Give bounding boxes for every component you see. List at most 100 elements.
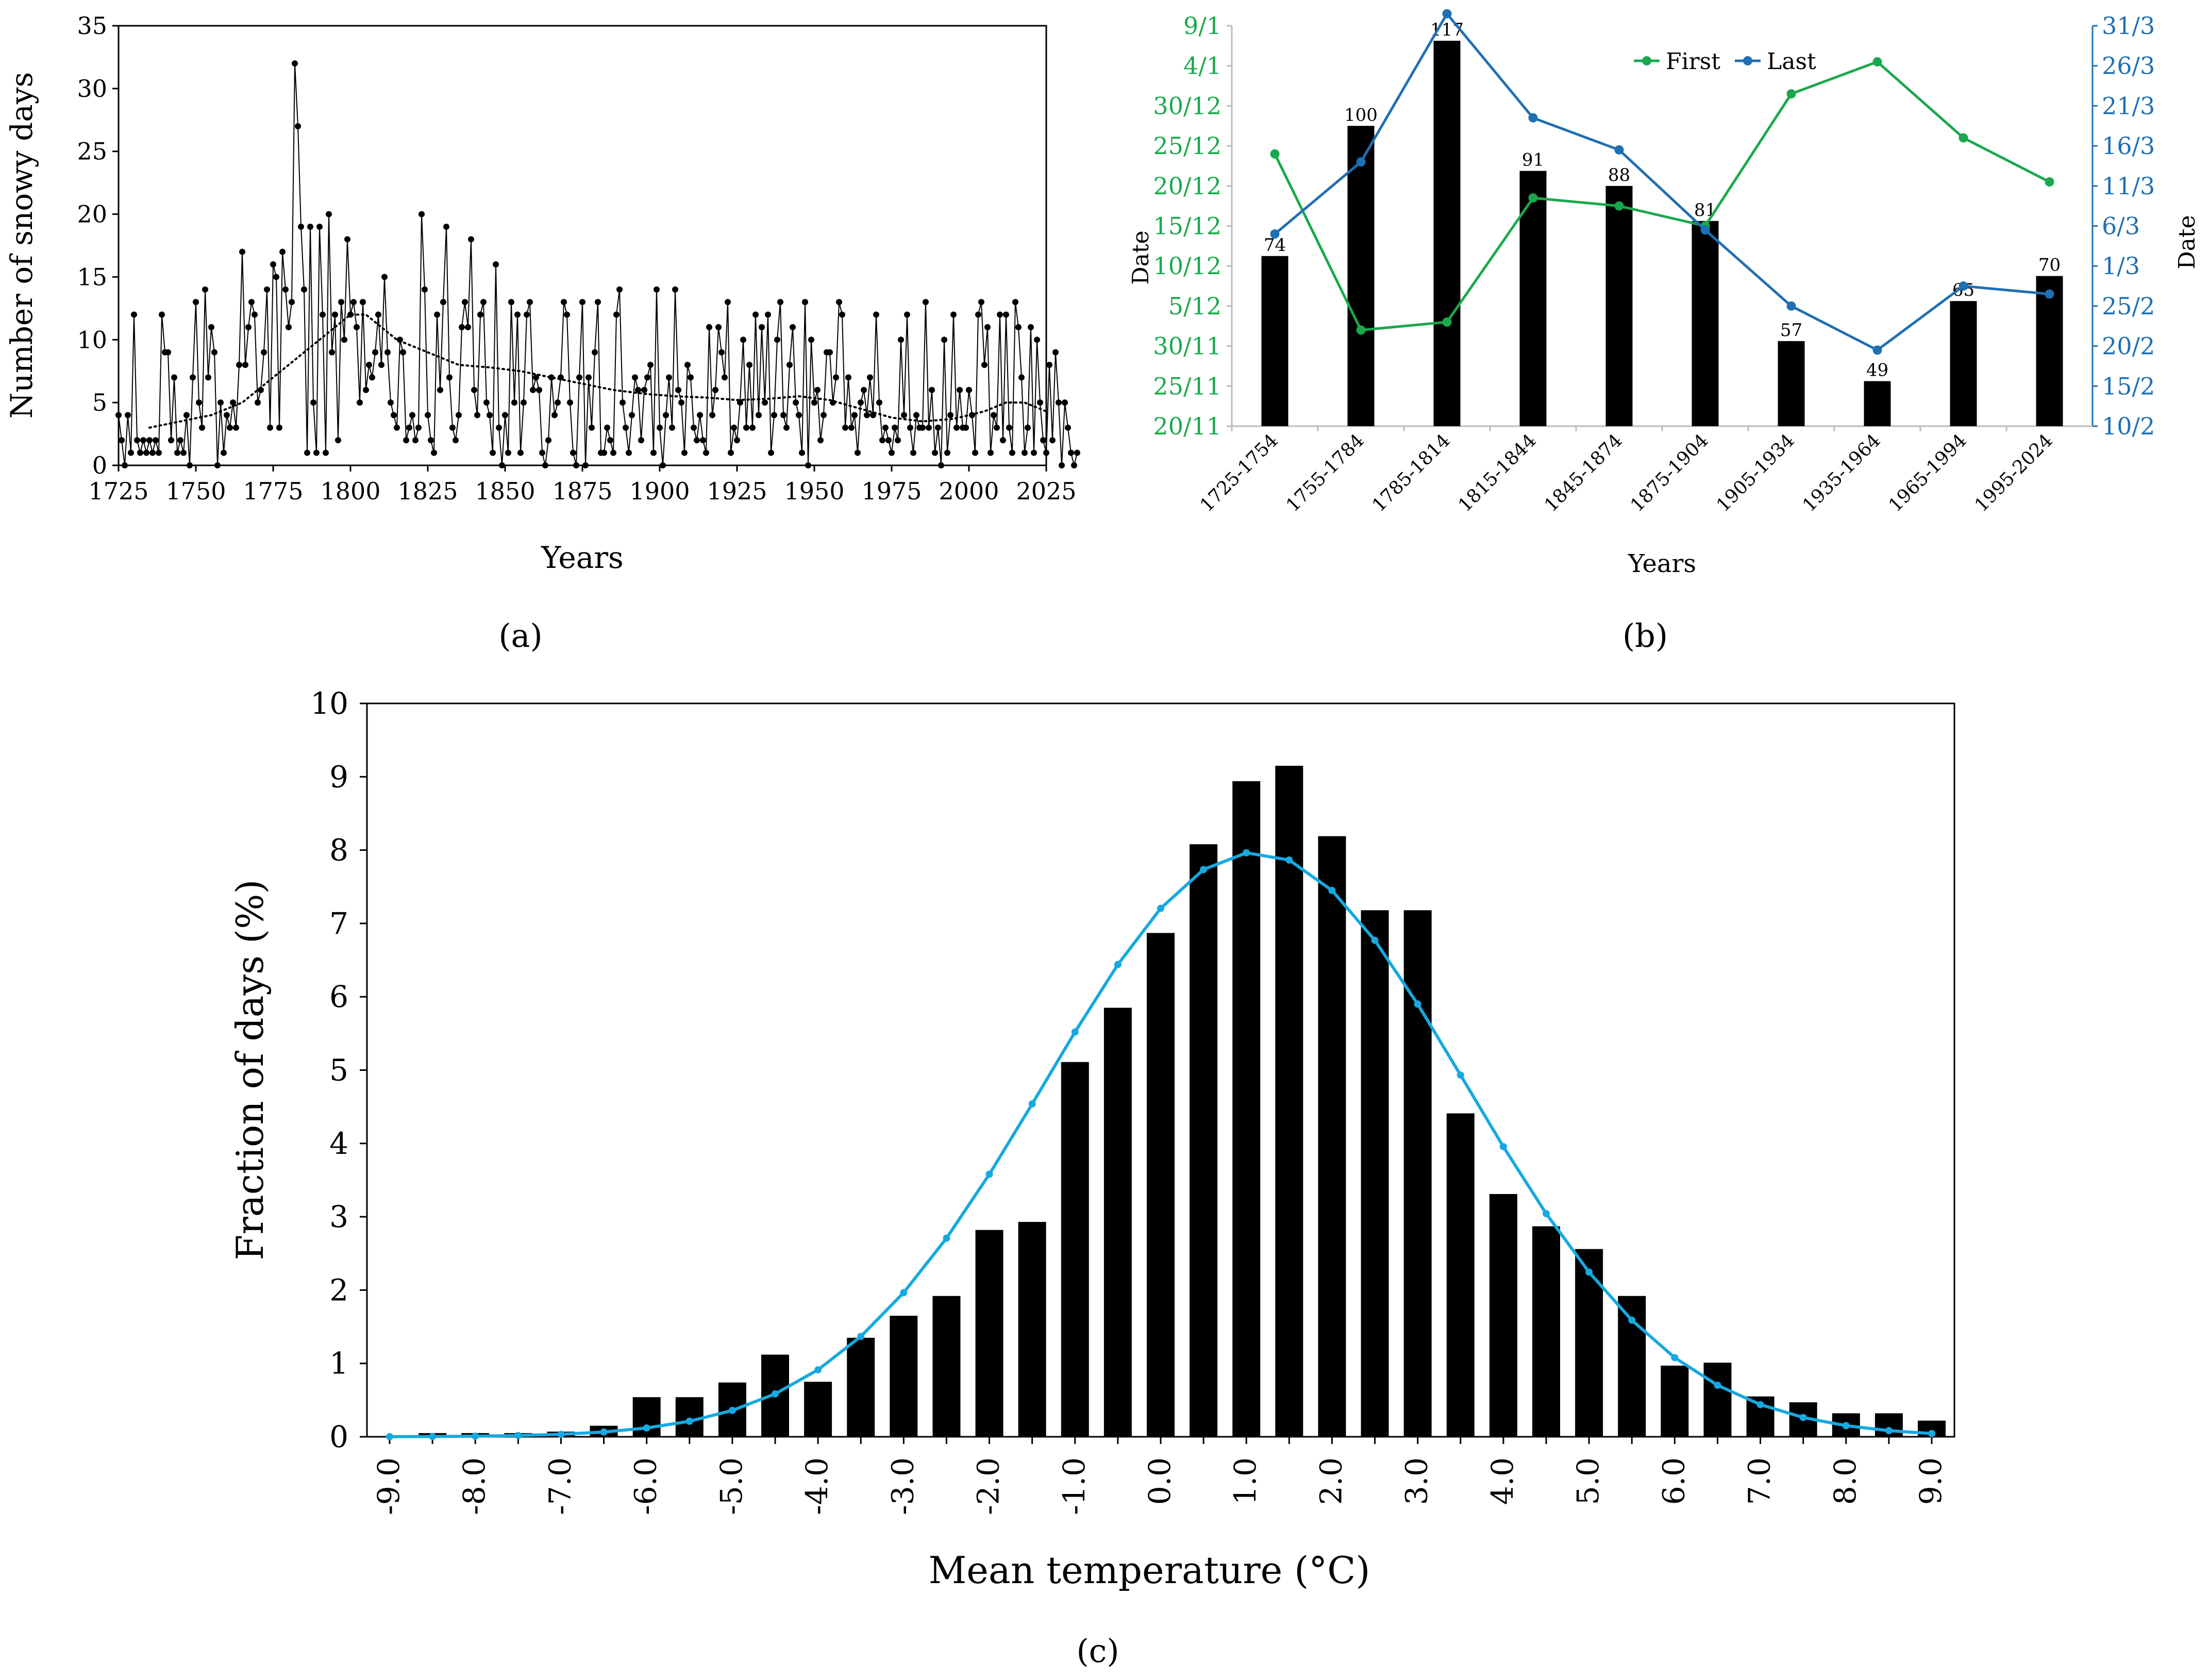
x-tick-label: 6.0: [1656, 1457, 1691, 1505]
bar-label: 88: [1608, 165, 1630, 186]
data-point: [363, 387, 369, 393]
data-point: [236, 362, 242, 368]
x-tick-label: 1825: [397, 477, 458, 505]
left-tick-label: 5/12: [1168, 292, 1221, 320]
data-point: [876, 399, 882, 406]
data-point: [657, 424, 663, 431]
data-point: [817, 437, 824, 444]
panel-b-label: (b): [1622, 617, 1668, 654]
bar-label: 91: [1522, 150, 1544, 171]
first-date-line: [1274, 60, 2050, 332]
fit-point: [472, 1432, 479, 1440]
x-tick-label: 0.0: [1142, 1457, 1177, 1505]
bar-label: 57: [1780, 320, 1802, 341]
histogram-bar: [1361, 910, 1389, 1437]
data-point: [477, 311, 483, 318]
left-tick-label: 15/12: [1153, 212, 1221, 240]
data-point: [703, 449, 709, 456]
data-point: [793, 399, 799, 406]
data-point: [264, 286, 270, 293]
data-point: [465, 324, 471, 330]
data-point: [304, 449, 310, 456]
x-tick-label: 1725-1754: [1196, 430, 1282, 516]
x-tick-label: 8.0: [1828, 1457, 1863, 1505]
x-tick-label: -2.0: [971, 1457, 1006, 1515]
data-point: [929, 387, 935, 393]
data-point: [344, 236, 350, 243]
y-tick-label: 20: [77, 200, 107, 228]
y-tick-label: 25: [77, 138, 107, 165]
first-point: [1786, 89, 1796, 99]
data-point: [286, 324, 292, 330]
data-point: [134, 437, 140, 444]
x-tick-label: 3.0: [1399, 1457, 1434, 1505]
data-point: [551, 412, 558, 418]
panel-a-xlabel: Years: [541, 540, 624, 575]
right-tick-label: 6/3: [2102, 212, 2140, 240]
right-tick-label: 11/3: [2102, 172, 2155, 200]
data-point: [855, 449, 861, 456]
fit-point: [985, 1170, 993, 1178]
data-point: [691, 424, 697, 431]
data-point: [953, 424, 960, 431]
data-point: [357, 399, 363, 406]
x-tick-label: 4.0: [1485, 1457, 1520, 1505]
data-point: [425, 412, 431, 418]
data-point: [409, 412, 415, 418]
first-point: [1872, 57, 1882, 66]
data-point: [771, 412, 777, 418]
data-point: [524, 311, 530, 318]
data-point: [715, 324, 722, 330]
data-point: [1068, 449, 1074, 456]
first-point: [1442, 317, 1452, 327]
data-point: [372, 349, 378, 356]
data-point: [440, 299, 446, 306]
x-tick-label: 1750: [165, 477, 226, 505]
data-point: [539, 449, 545, 456]
data-point: [177, 437, 183, 444]
data-point: [870, 412, 876, 418]
data-point: [1022, 449, 1028, 456]
data-point: [323, 449, 329, 456]
data-point: [369, 374, 375, 381]
data-point: [635, 387, 641, 393]
data-point: [375, 311, 381, 318]
bar: [1433, 41, 1461, 426]
fit-point: [600, 1428, 608, 1436]
data-point: [1056, 399, 1062, 406]
histogram-bar: [1403, 910, 1432, 1437]
data-point: [292, 60, 298, 67]
right-tick-label: 10/2: [2102, 412, 2155, 440]
data-point: [434, 311, 440, 318]
panel-c-xlabel: Mean temperature (°C): [929, 1549, 1370, 1592]
x-tick-label: 1850: [475, 477, 535, 505]
data-point: [261, 349, 267, 356]
left-tick-label: 20/12: [1153, 172, 1221, 200]
histogram-bar: [975, 1230, 1003, 1437]
data-point: [576, 374, 582, 381]
histogram-bar: [1318, 836, 1346, 1437]
last-point: [1356, 157, 1366, 167]
fit-point: [643, 1424, 650, 1432]
first-point: [1356, 325, 1366, 335]
data-point: [412, 437, 419, 444]
data-point: [963, 424, 969, 431]
data-point: [1074, 449, 1080, 456]
data-point: [981, 362, 988, 368]
fit-point: [1243, 849, 1250, 856]
data-point: [607, 437, 613, 444]
data-point: [511, 399, 517, 406]
data-point: [650, 449, 657, 456]
data-point: [821, 412, 827, 418]
fit-point: [1756, 1401, 1764, 1408]
y-tick-label: 10: [310, 686, 348, 721]
left-tick-label: 20/11: [1153, 412, 1221, 440]
data-point: [378, 362, 384, 368]
panel-b-xlabel: Years: [1628, 549, 1696, 578]
x-tick-label: 2000: [939, 477, 999, 505]
panel-b: 20/11 25/11 30/11 5/12 10/12 15/12 20/12 25/12 3…: [1128, 9, 2200, 654]
fit-point: [1799, 1414, 1807, 1421]
data-point: [514, 311, 521, 318]
first-point: [1614, 201, 1624, 211]
